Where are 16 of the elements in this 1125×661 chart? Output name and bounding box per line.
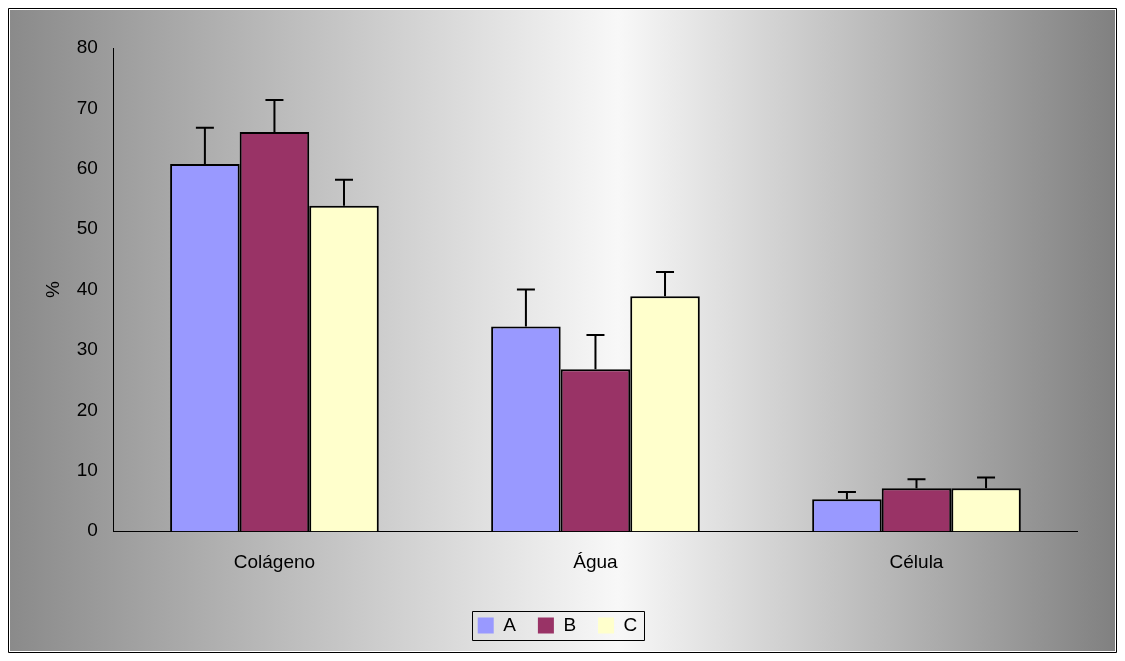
y-tick-label: 50 — [76, 217, 98, 239]
legend-label: A — [503, 613, 517, 635]
y-tick-label: 30 — [76, 338, 98, 360]
y-tick-label: 10 — [76, 459, 98, 481]
y-tick-label: 40 — [76, 277, 98, 299]
x-tick-label: Colágeno — [233, 550, 316, 572]
y-tick-label: 0 — [87, 519, 98, 541]
x-tick-label: Célula — [889, 550, 944, 572]
y-tick-label: 80 — [76, 36, 98, 58]
y-tick-label: 20 — [76, 398, 98, 420]
y-tick-label: 70 — [76, 96, 98, 118]
x-tick-label: Água — [573, 550, 619, 572]
y-tick-label: 60 — [76, 157, 98, 179]
legend-label: C — [623, 613, 638, 635]
legend-label: B — [563, 613, 577, 635]
y-axis-title: % — [41, 281, 63, 299]
